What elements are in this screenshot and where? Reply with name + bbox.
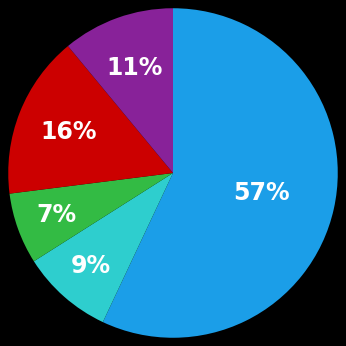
Text: 57%: 57% — [233, 181, 290, 205]
Wedge shape — [103, 8, 338, 338]
Wedge shape — [68, 8, 173, 173]
Wedge shape — [34, 173, 173, 322]
Text: 11%: 11% — [107, 56, 163, 80]
Text: 9%: 9% — [71, 254, 111, 278]
Text: 16%: 16% — [40, 120, 97, 144]
Wedge shape — [10, 173, 173, 261]
Text: 7%: 7% — [37, 203, 77, 227]
Wedge shape — [8, 46, 173, 194]
